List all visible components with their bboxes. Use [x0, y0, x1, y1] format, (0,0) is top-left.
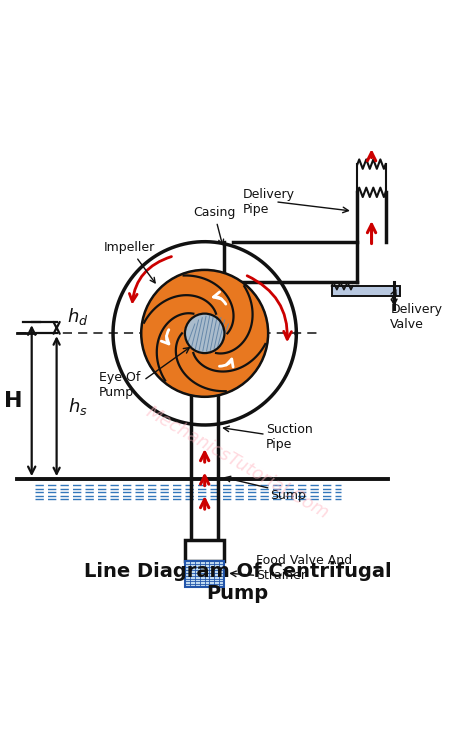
- Circle shape: [141, 270, 268, 397]
- Text: Line Diagram Of Centrifugal
Pump: Line Diagram Of Centrifugal Pump: [84, 562, 392, 603]
- Circle shape: [185, 314, 224, 353]
- Text: H: H: [4, 391, 22, 411]
- Text: Sump: Sump: [271, 489, 306, 502]
- Text: Delivery
Valve: Delivery Valve: [391, 303, 442, 331]
- Text: Casing: Casing: [193, 206, 235, 244]
- Text: $h_s$: $h_s$: [68, 395, 88, 417]
- Text: $h_d$: $h_d$: [67, 305, 89, 327]
- Text: Eye Of
Pump: Eye Of Pump: [99, 371, 140, 399]
- Text: Food Valve And
Strainer: Food Valve And Strainer: [256, 554, 353, 582]
- Bar: [185, 561, 224, 587]
- Bar: [332, 286, 400, 296]
- Text: Suction
Pipe: Suction Pipe: [266, 423, 312, 451]
- Text: Impeller: Impeller: [104, 241, 155, 283]
- Text: Delivery
Pipe: Delivery Pipe: [242, 187, 294, 215]
- Text: MechanicsTutorial.Com: MechanicsTutorial.Com: [143, 403, 332, 522]
- Bar: [185, 541, 224, 561]
